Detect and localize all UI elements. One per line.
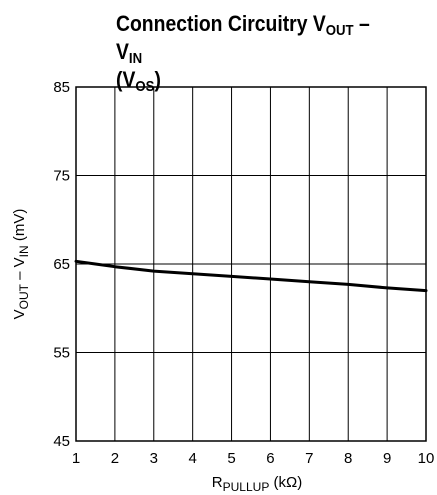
x-axis-label: RPULLUP (kΩ) [212,474,302,494]
x-tick-label: 6 [266,450,274,467]
y-tick-label: 75 [53,168,70,185]
x-tick-label: 9 [383,450,391,467]
x-tick-label: 3 [150,450,158,467]
x-tick-label: 8 [344,450,352,467]
x-tick-label: 2 [111,450,119,467]
y-axis-ticks: 45 55 65 75 85 [53,79,70,450]
x-tick-label: 7 [305,450,313,467]
y-axis-label: VOUT – VIN (mV) [11,209,31,320]
y-tick-label: 55 [53,345,70,362]
y-tick-label: 65 [53,256,70,273]
y-tick-label: 45 [53,433,70,450]
plot-area-frame [75,86,427,442]
chart-title-line1: Connection Circuitry VOUT – VIN [116,11,370,67]
x-tick-label: 10 [418,450,435,467]
x-tick-label: 4 [188,450,196,467]
series-line [74,259,428,293]
x-tick-label: 1 [72,450,80,467]
x-axis-ticks: 1 2 3 4 5 6 7 8 9 10 [72,450,435,467]
x-tick-label: 5 [227,450,235,467]
y-tick-label: 85 [53,79,70,96]
grid-lines [75,86,427,442]
